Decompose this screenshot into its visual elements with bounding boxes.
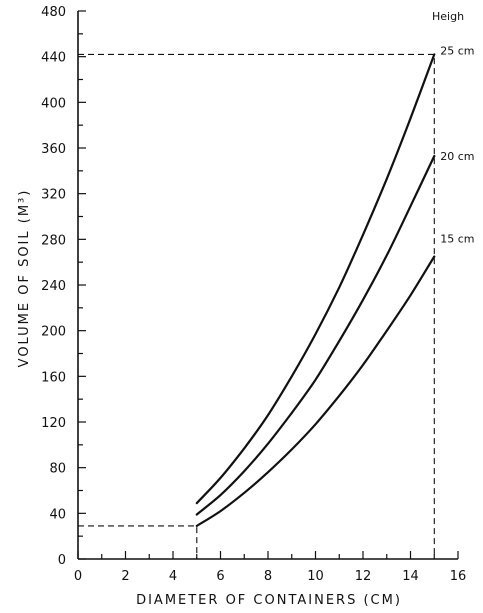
series-line: [195, 154, 436, 516]
x-tick-label: 12: [355, 569, 372, 584]
x-axis-title: DIAMETER OF CONTAINERS (CM): [136, 593, 402, 608]
y-tick-label: 360: [41, 142, 66, 157]
legend-title: Heigh: [432, 10, 464, 23]
y-tick-label: 40: [49, 507, 66, 522]
y-tick-label: 280: [41, 233, 66, 248]
series-line: [195, 255, 436, 527]
reference-lines: [78, 53, 435, 559]
y-tick-label: 440: [41, 51, 66, 66]
y-tick-label: 0: [58, 553, 66, 568]
y-axis-title: VOLUME OF SOIL (M³): [17, 189, 32, 368]
series-label: 15 cm: [440, 232, 474, 245]
x-tick-label: 10: [307, 569, 324, 584]
x-tick-label: 6: [216, 569, 224, 584]
y-tick-label: 160: [41, 370, 66, 385]
y-tick-label: 400: [41, 96, 66, 111]
series-curves: [195, 53, 436, 527]
x-tick-label: 0: [74, 569, 82, 584]
series-label: 25 cm: [440, 44, 474, 57]
series-line: [195, 53, 436, 505]
x-tick-label: 16: [450, 569, 467, 584]
y-tick-label: 480: [41, 5, 66, 20]
y-tick-label: 240: [41, 279, 66, 294]
x-tick-label: 14: [402, 569, 419, 584]
y-tick-label: 80: [49, 462, 66, 477]
series-label: 20 cm: [440, 150, 474, 163]
y-tick-label: 120: [41, 416, 66, 431]
x-tick-label: 8: [264, 569, 272, 584]
x-tick-label: 2: [121, 569, 129, 584]
x-tick-label: 4: [169, 569, 177, 584]
y-tick-label: 320: [41, 188, 66, 203]
reference-line: [78, 53, 435, 559]
series-labels: 25 cm 20 cm 15 cm: [440, 44, 474, 245]
reference-line: [78, 525, 198, 559]
axes: 0 40 80 120 160 200 240 280 320 360 400 440 480 0 2 4 6 8…: [41, 5, 466, 584]
y-tick-label: 200: [41, 325, 66, 340]
